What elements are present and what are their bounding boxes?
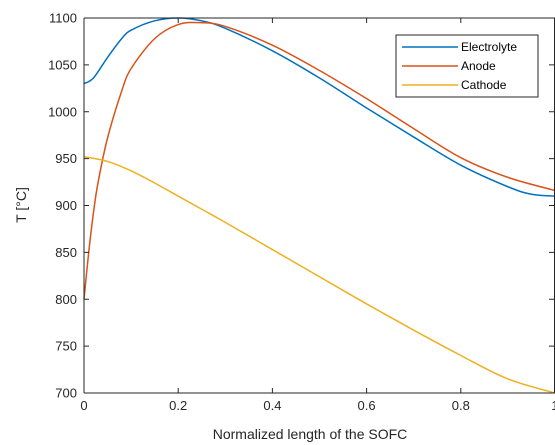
series-line-cathode xyxy=(83,156,555,394)
x-tick-label: 0 xyxy=(80,398,87,413)
y-tick-label: 850 xyxy=(55,245,77,260)
y-tick-label: 950 xyxy=(55,151,77,166)
x-tick-label: 0.6 xyxy=(358,398,376,413)
x-tick-label: 1 xyxy=(551,398,555,413)
series-layer xyxy=(83,17,555,394)
y-tick-label: 1000 xyxy=(48,104,77,119)
legend: Electrolyte Anode Cathode xyxy=(395,34,539,98)
legend-label-anode: Anode xyxy=(461,59,496,73)
x-tick-label: 0.4 xyxy=(263,398,281,413)
series-line-anode xyxy=(83,21,555,300)
ticks-layer: 0 0.2 0.4 0.6 0.8 1 700 750 800 850 900 950 1000 1050… xyxy=(48,11,555,413)
y-tick-label: 1100 xyxy=(49,11,77,26)
y-tick-label: 800 xyxy=(55,292,77,307)
legend-label-electrolyte: Electrolyte xyxy=(461,40,517,54)
x-tick-label: 0.2 xyxy=(169,398,187,413)
y-tick-label: 750 xyxy=(55,339,77,354)
y-tick-label: 1050 xyxy=(48,57,77,72)
y-tick-label: 900 xyxy=(55,198,77,213)
x-axis-label: Normalized length of the SOFC xyxy=(213,426,408,442)
series-line-electrolyte xyxy=(83,17,555,197)
y-axis-label: T [°C] xyxy=(13,187,29,223)
legend-label-cathode: Cathode xyxy=(461,78,507,92)
y-tick-label: 700 xyxy=(55,386,77,401)
x-tick-label: 0.8 xyxy=(452,398,470,413)
